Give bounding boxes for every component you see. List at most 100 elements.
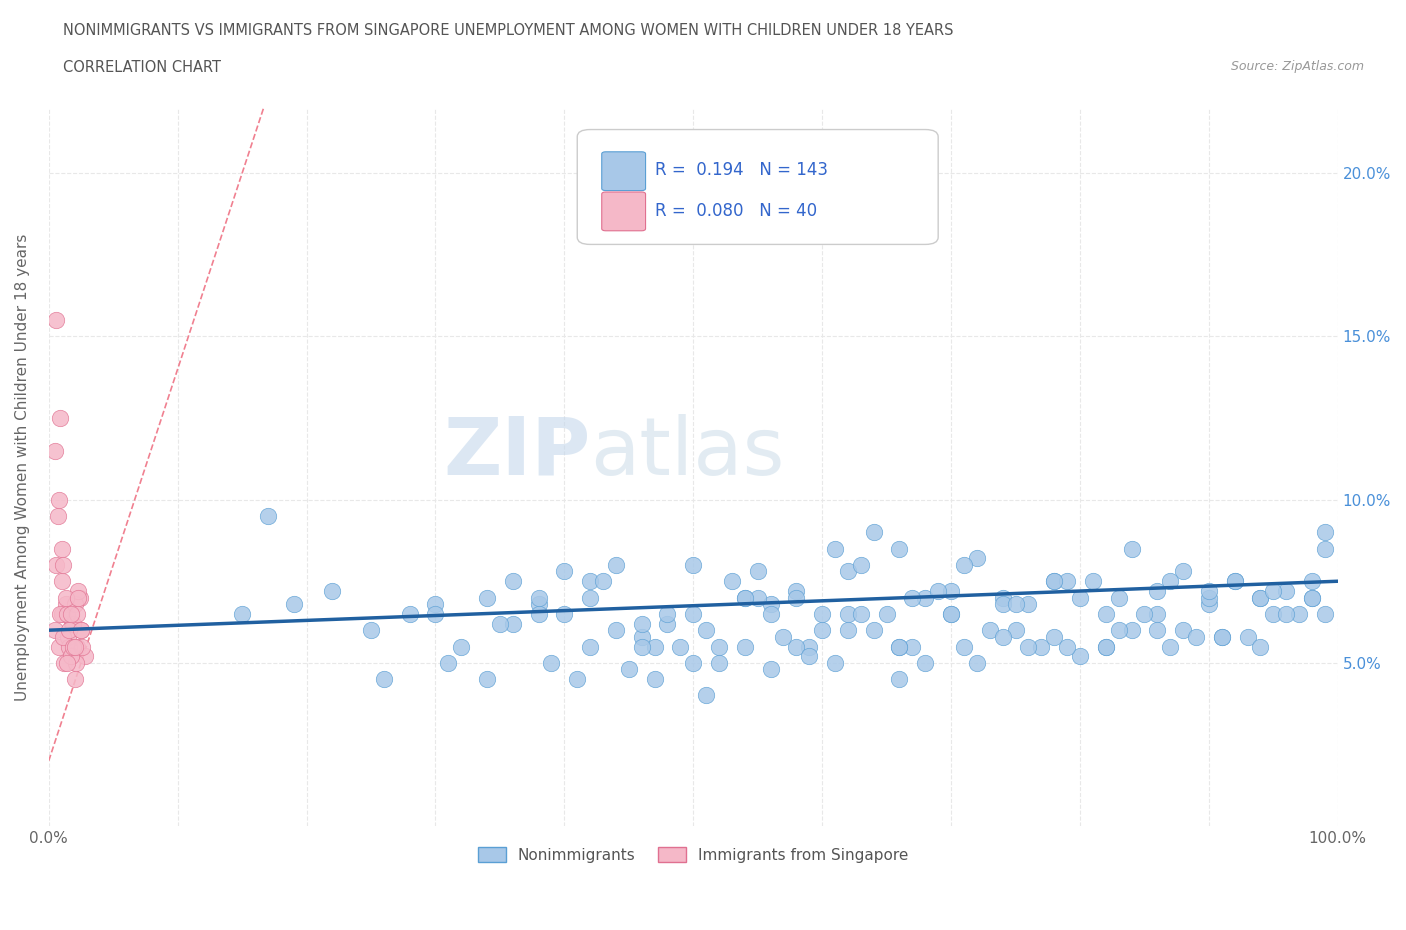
Point bbox=[59, 649, 82, 664]
Point bbox=[321, 584, 343, 599]
Point bbox=[51, 574, 73, 589]
Point bbox=[785, 584, 807, 599]
Text: R =  0.080   N = 40: R = 0.080 N = 40 bbox=[655, 203, 817, 220]
Point bbox=[527, 597, 550, 612]
Point bbox=[799, 639, 821, 654]
Point bbox=[707, 639, 730, 654]
Point bbox=[837, 623, 859, 638]
Point bbox=[579, 639, 602, 654]
Point bbox=[450, 639, 472, 654]
Point bbox=[527, 606, 550, 621]
Point bbox=[759, 597, 782, 612]
Point bbox=[630, 630, 652, 644]
Point bbox=[53, 656, 76, 671]
Point bbox=[1146, 584, 1168, 599]
Point bbox=[1056, 639, 1078, 654]
Point bbox=[966, 551, 988, 565]
Point bbox=[966, 656, 988, 671]
Point bbox=[283, 597, 305, 612]
Point bbox=[811, 623, 834, 638]
Point bbox=[1017, 597, 1039, 612]
Point bbox=[1108, 623, 1130, 638]
FancyBboxPatch shape bbox=[602, 192, 645, 231]
Point bbox=[1249, 591, 1271, 605]
Point bbox=[889, 541, 911, 556]
Point bbox=[72, 639, 94, 654]
Point bbox=[1094, 639, 1116, 654]
Point bbox=[48, 492, 70, 507]
Text: R =  0.194   N = 143: R = 0.194 N = 143 bbox=[655, 162, 828, 179]
Point bbox=[1159, 574, 1181, 589]
Point bbox=[1211, 630, 1233, 644]
Point bbox=[785, 639, 807, 654]
Point bbox=[1081, 574, 1104, 589]
Point bbox=[605, 557, 627, 572]
Point bbox=[979, 623, 1001, 638]
Point bbox=[682, 557, 704, 572]
Point bbox=[1094, 606, 1116, 621]
Point bbox=[721, 574, 744, 589]
Point bbox=[889, 639, 911, 654]
Point bbox=[360, 623, 382, 638]
FancyBboxPatch shape bbox=[602, 152, 645, 191]
Point bbox=[1004, 623, 1026, 638]
Point bbox=[617, 662, 640, 677]
Text: atlas: atlas bbox=[591, 414, 785, 492]
Point bbox=[1275, 606, 1298, 621]
Point bbox=[1313, 606, 1336, 621]
Point bbox=[1043, 630, 1066, 644]
Point bbox=[579, 574, 602, 589]
Point bbox=[1211, 630, 1233, 644]
Point bbox=[475, 671, 498, 686]
Point bbox=[63, 671, 86, 686]
Point bbox=[63, 597, 86, 612]
Point bbox=[1108, 591, 1130, 605]
Point bbox=[644, 671, 666, 686]
Point bbox=[65, 656, 87, 671]
Point bbox=[759, 606, 782, 621]
Point bbox=[695, 688, 717, 703]
Point bbox=[55, 591, 77, 605]
Point bbox=[1031, 639, 1053, 654]
Point bbox=[1146, 623, 1168, 638]
Point bbox=[1069, 591, 1091, 605]
Point bbox=[939, 606, 962, 621]
Point bbox=[1313, 525, 1336, 539]
Point bbox=[58, 623, 80, 638]
Point bbox=[1043, 574, 1066, 589]
Point bbox=[630, 639, 652, 654]
Point bbox=[373, 671, 395, 686]
Point bbox=[257, 509, 280, 524]
Point bbox=[49, 411, 72, 426]
Point bbox=[1301, 574, 1323, 589]
Point bbox=[63, 639, 86, 654]
Point bbox=[67, 591, 90, 605]
Point bbox=[1301, 591, 1323, 605]
Point bbox=[70, 623, 93, 638]
Point bbox=[1043, 574, 1066, 589]
Text: Source: ZipAtlas.com: Source: ZipAtlas.com bbox=[1230, 60, 1364, 73]
Point bbox=[553, 606, 575, 621]
Text: NONIMMIGRANTS VS IMMIGRANTS FROM SINGAPORE UNEMPLOYMENT AMONG WOMEN WITH CHILDRE: NONIMMIGRANTS VS IMMIGRANTS FROM SINGAPO… bbox=[63, 23, 953, 38]
Point bbox=[901, 591, 924, 605]
Point bbox=[862, 623, 884, 638]
Point bbox=[231, 606, 253, 621]
Point bbox=[824, 541, 846, 556]
Point bbox=[489, 617, 512, 631]
Legend: Nonimmigrants, Immigrants from Singapore: Nonimmigrants, Immigrants from Singapore bbox=[472, 841, 915, 869]
Point bbox=[69, 591, 91, 605]
Point bbox=[56, 630, 79, 644]
Point bbox=[56, 606, 79, 621]
Point bbox=[1263, 606, 1285, 621]
Point bbox=[747, 591, 769, 605]
Point bbox=[1121, 541, 1143, 556]
Point bbox=[889, 671, 911, 686]
Point bbox=[55, 597, 77, 612]
Point bbox=[785, 591, 807, 605]
Point bbox=[1223, 574, 1246, 589]
Point bbox=[1198, 597, 1220, 612]
Point bbox=[52, 630, 75, 644]
Point bbox=[1094, 639, 1116, 654]
Point bbox=[1249, 591, 1271, 605]
Point bbox=[48, 639, 70, 654]
